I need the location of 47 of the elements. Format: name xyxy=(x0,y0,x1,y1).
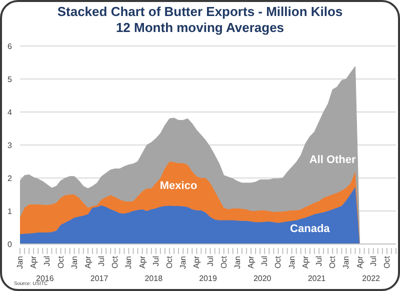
text: 2017 xyxy=(90,274,108,283)
text: 2020 xyxy=(253,274,272,283)
text: 2018 xyxy=(144,274,163,283)
x-tick-label: Jan xyxy=(178,256,188,269)
x-tick-label: Jul xyxy=(206,256,215,266)
x-tick-label: Oct xyxy=(164,255,174,268)
y-tick-label: 0 xyxy=(8,240,13,249)
x-tick-label: Oct xyxy=(219,255,228,268)
chart-title: Stacked Chart of Butter Exports - Million Kilos xyxy=(56,4,344,20)
x-tick-label: Apr xyxy=(29,256,38,268)
x-tick-label: Apr xyxy=(246,256,256,268)
y-tick-label: 3 xyxy=(8,140,13,150)
x-tick-label: Jan xyxy=(232,256,242,269)
x-tick-label: Oct xyxy=(110,255,120,268)
x-tick-label: Oct xyxy=(56,255,66,268)
x-tick-label: Oct xyxy=(382,255,392,268)
y-tick-label: 1 xyxy=(8,206,13,216)
x-tick-label: Apr xyxy=(83,256,92,268)
x-tick-label: Jul xyxy=(314,256,324,266)
y-tick-label: 4 xyxy=(8,108,13,117)
x-tick-label: Jul xyxy=(260,256,270,266)
series-label: Mexico xyxy=(160,180,198,192)
series-label: All Other xyxy=(309,154,356,166)
x-tick-label: Apr xyxy=(355,256,364,268)
text: 2022 xyxy=(362,274,380,283)
y-tick-label: 2 xyxy=(8,174,13,183)
x-tick-label: Jan xyxy=(124,256,134,269)
x-tick-label: Jan xyxy=(16,256,24,269)
x-tick-label: Oct xyxy=(328,255,338,268)
x-tick-label: Jan xyxy=(70,256,79,269)
x-tick-label: Jul xyxy=(368,256,378,266)
text: 2019 xyxy=(199,274,217,283)
x-tick-label: Jul xyxy=(97,256,106,266)
x-tick-label: Jul xyxy=(151,256,160,266)
x-tick-label: Jul xyxy=(42,256,52,266)
x-tick-label: Apr xyxy=(300,256,310,268)
x-tick-label: Apr xyxy=(192,256,202,268)
y-tick-label: 5 xyxy=(8,74,13,84)
text: 2021 xyxy=(308,274,326,283)
x-tick-label: Jan xyxy=(287,256,296,269)
x-tick-label: Jan xyxy=(342,256,351,269)
y-tick-label: 6 xyxy=(8,42,13,51)
x-tick-label: Oct xyxy=(274,255,283,268)
text: 2016 xyxy=(36,274,54,283)
x-tick-label: Apr xyxy=(138,256,147,268)
chart-subtitle: 12 Month moving Averages xyxy=(114,20,286,36)
series-label: Canada xyxy=(290,223,330,236)
